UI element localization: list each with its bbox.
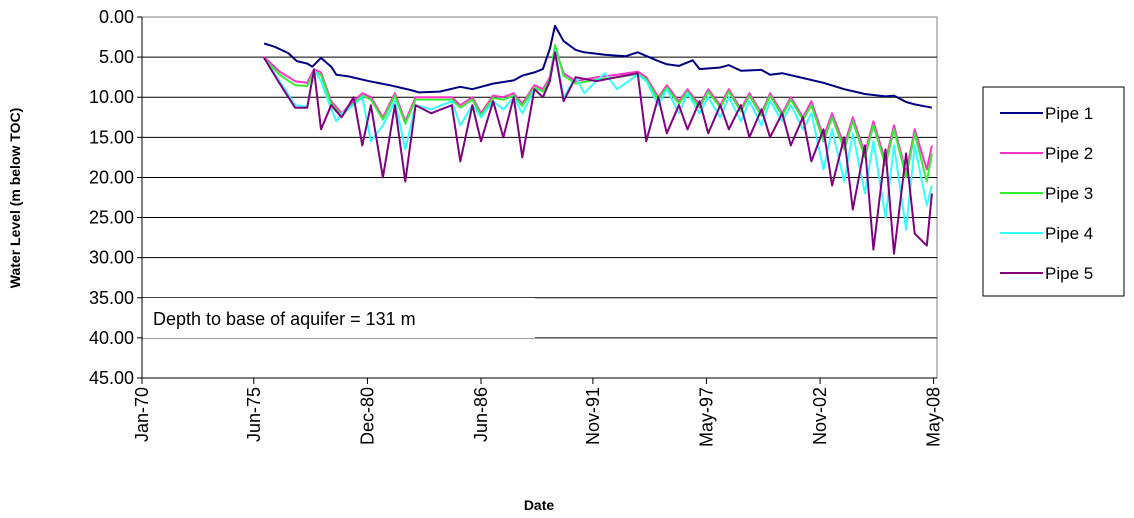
legend-label-pipe-2: Pipe 2 [1045, 144, 1093, 163]
y-tick-label: 10.00 [89, 87, 134, 107]
annotation-box [143, 298, 535, 338]
legend-items: Pipe 1 Pipe 2 Pipe 3 Pipe 4 Pipe 5 [1000, 104, 1093, 283]
legend-label-pipe-3: Pipe 3 [1045, 184, 1093, 203]
y-tick-label: 25.00 [89, 208, 134, 228]
y-tick-label: 30.00 [89, 248, 134, 268]
gridlines [142, 56, 937, 339]
x-tick-label: Nov-02 [810, 387, 830, 445]
y-axis-title: Water Level (m below TOC) [7, 108, 23, 288]
x-axis-title: Date [524, 497, 555, 513]
legend-label-pipe-4: Pipe 4 [1045, 224, 1093, 243]
y-tick-label: 5.00 [99, 47, 134, 67]
legend-label-pipe-1: Pipe 1 [1045, 104, 1093, 123]
y-tick-label: 45.00 [89, 368, 134, 388]
x-tick-label: May-08 [924, 387, 944, 447]
y-tick-label: 15.00 [89, 127, 134, 147]
x-tick-label: Nov-91 [583, 387, 603, 445]
x-tick-label: Dec-80 [357, 387, 377, 445]
y-tick-label: 0.00 [99, 7, 134, 27]
x-axis-ticks: Jan-70 Jun-75 Dec-80 Jun-86 Nov-91 May-97 Nov-… [132, 378, 944, 447]
x-tick-label: Jan-70 [132, 387, 152, 442]
series-line-pipe-5 [263, 51, 933, 255]
legend [982, 86, 1125, 297]
series-layer [263, 24, 933, 255]
y-tick-label: 20.00 [89, 167, 134, 187]
y-axis-ticks: 0.00 5.00 10.00 15.00 20.00 25.00 30.00 35.00 40… [89, 7, 142, 388]
series-line-pipe-1 [263, 24, 933, 109]
y-tick-label: 40.00 [89, 328, 134, 348]
x-tick-label: May-97 [696, 387, 716, 447]
x-tick-label: Jun-75 [244, 387, 264, 442]
y-tick-label: 35.00 [89, 288, 134, 308]
legend-label-pipe-5: Pipe 5 [1045, 264, 1093, 283]
x-tick-label: Jun-86 [471, 387, 491, 442]
aquifer-annotation: Depth to base of aquifer = 131 m [153, 309, 416, 329]
